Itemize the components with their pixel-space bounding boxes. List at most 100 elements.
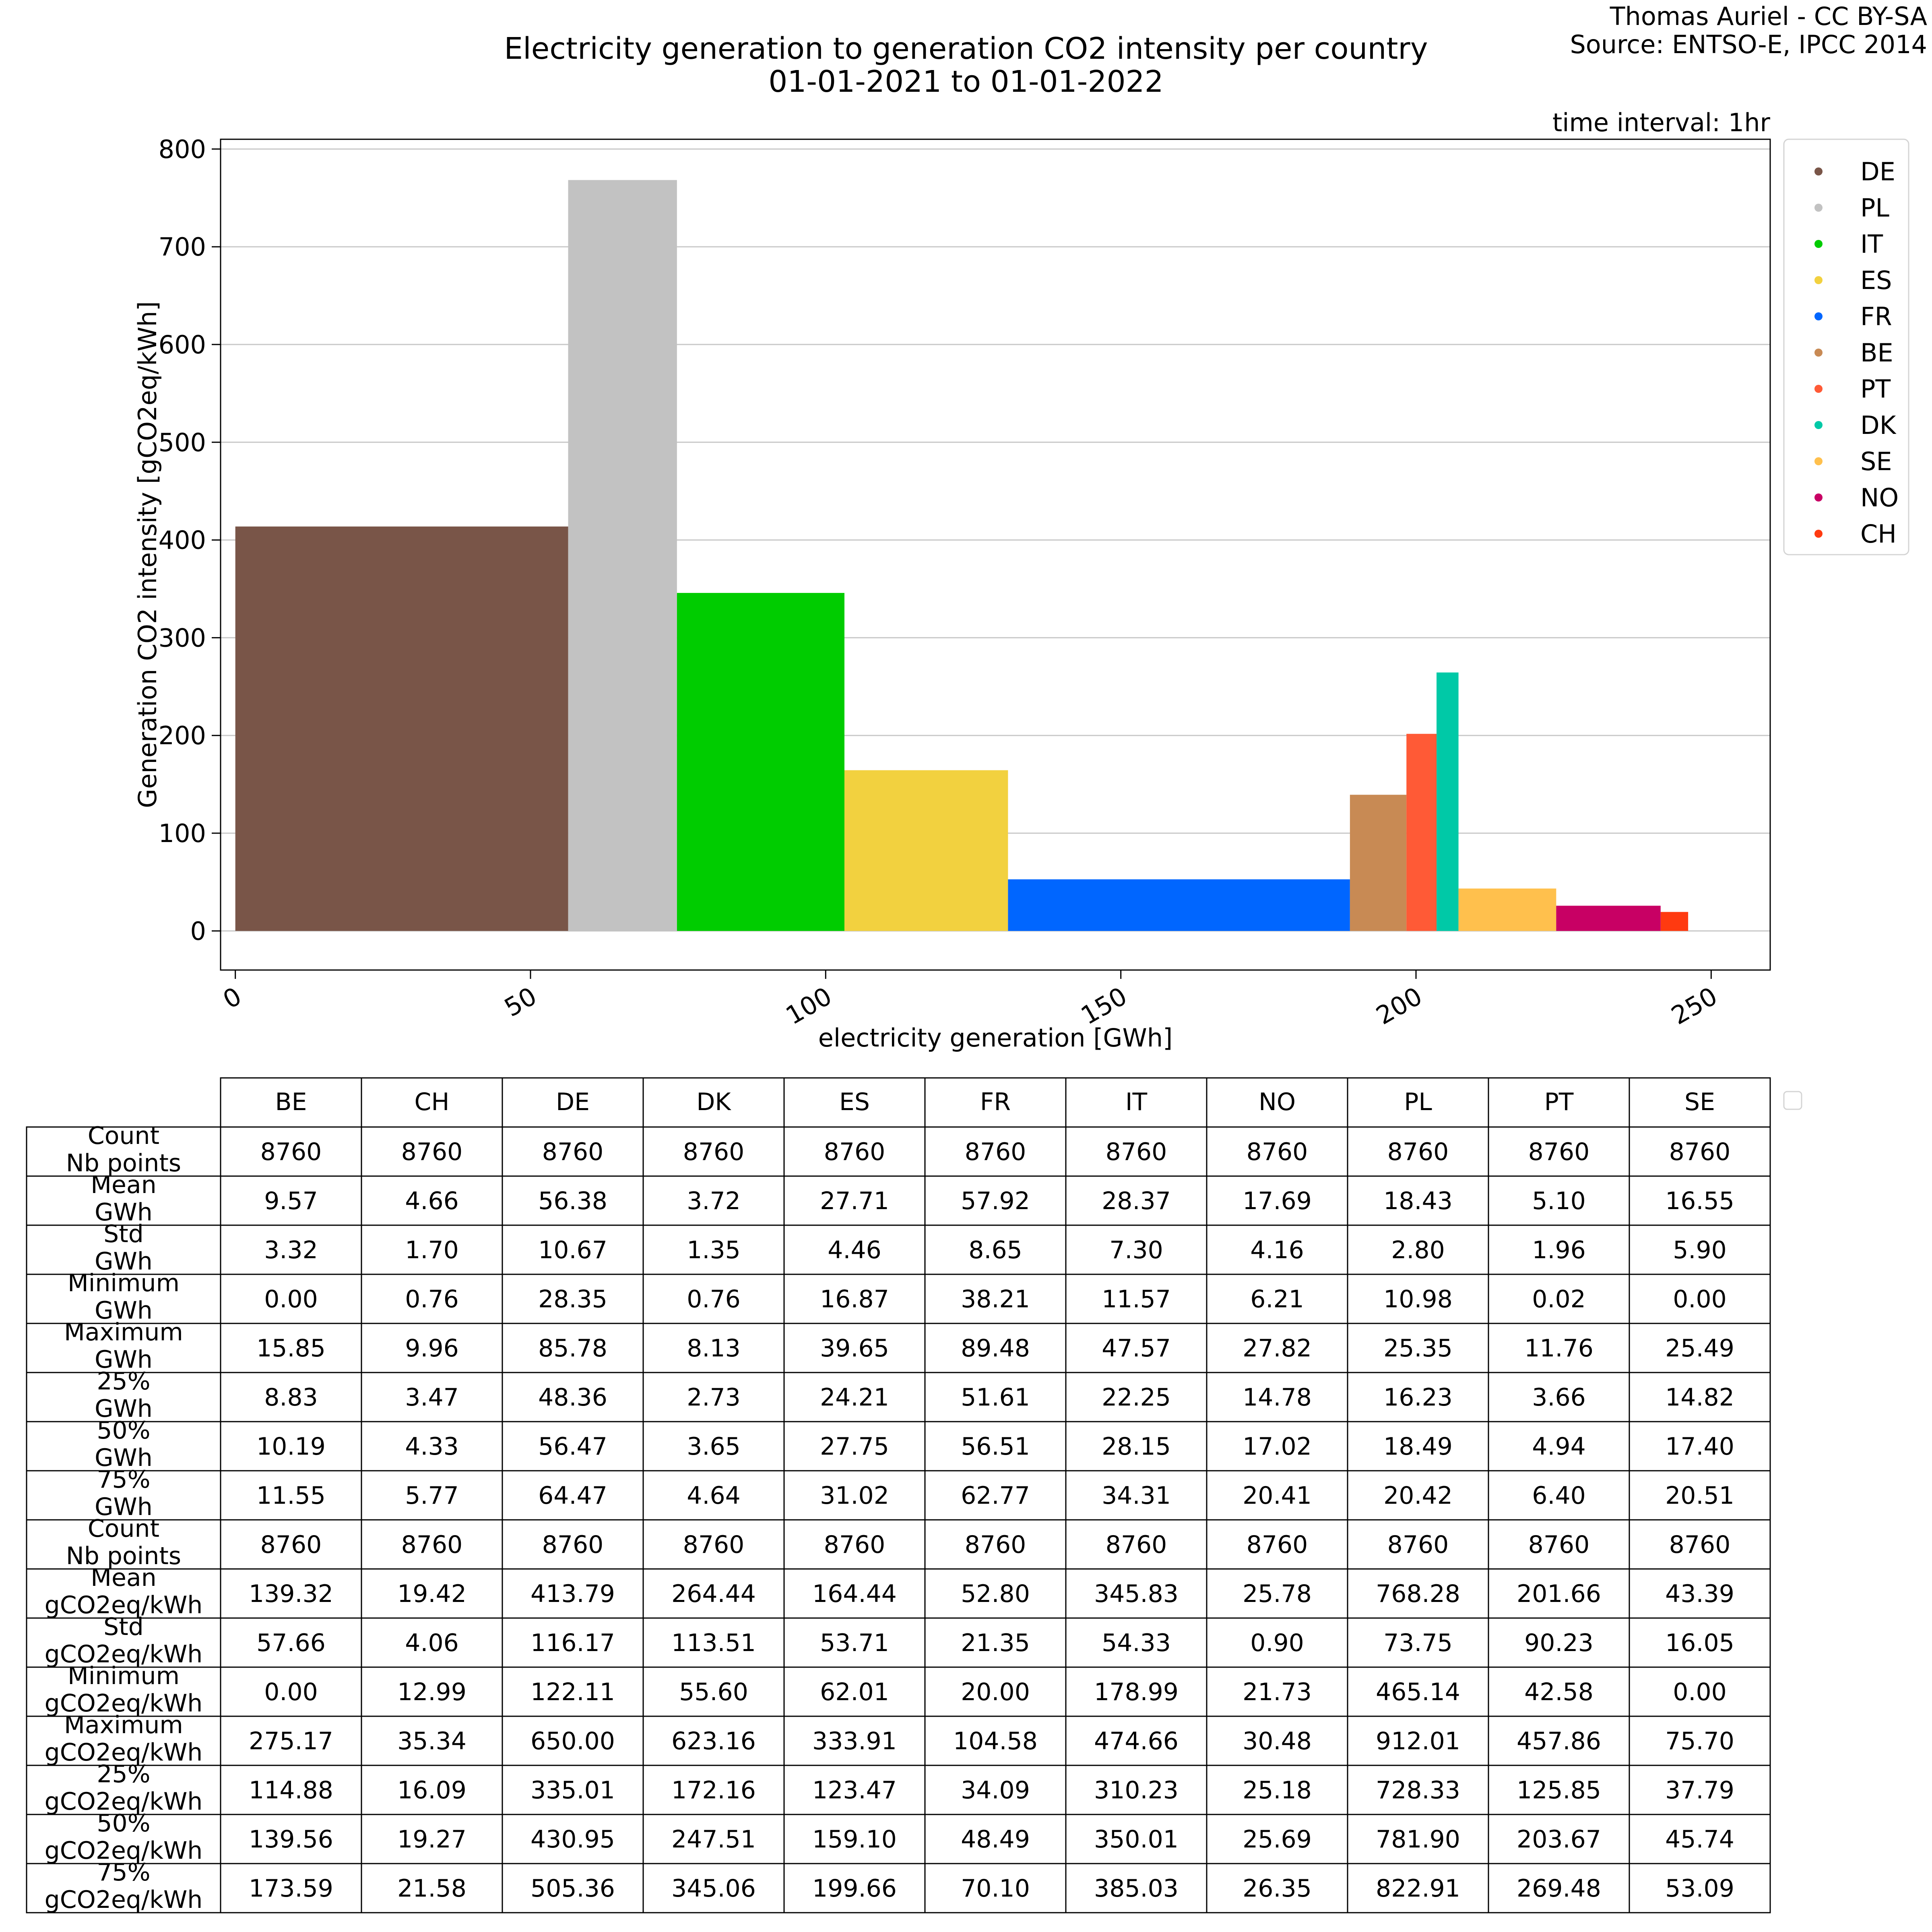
table-cell-value: 203.67: [1517, 1825, 1601, 1854]
table-row-unit: GWh: [95, 1247, 153, 1276]
table-cell-value: 4.16: [1250, 1236, 1304, 1264]
table-cell-value: 12.99: [397, 1678, 466, 1706]
bar-es: [844, 770, 1008, 931]
table-cell-value: 8760: [1247, 1531, 1308, 1559]
table-row-unit: Nb points: [66, 1542, 181, 1570]
table-cell: [1206, 1568, 1348, 1619]
y-axis-label: Generation CO2 intensity [gCO2eq/kWh]: [133, 301, 162, 808]
table-cell-value: 3.72: [687, 1187, 741, 1215]
table-cell-value: 16.87: [820, 1285, 889, 1313]
table-cell-value: 125.85: [1517, 1776, 1601, 1804]
bar-it: [677, 593, 844, 931]
table-column-header: NO: [1259, 1088, 1296, 1116]
table-cell: [1629, 1568, 1771, 1619]
table-cell: [502, 1765, 644, 1815]
table-cell-value: 333.91: [812, 1727, 897, 1755]
table-cell-value: 28.15: [1102, 1432, 1171, 1461]
credit-line1: Thomas Auriel - CC BY-SA: [1610, 2, 1927, 31]
table-cell: [924, 1323, 1067, 1373]
table-cell-value: 8760: [401, 1138, 463, 1166]
table-cell: [642, 1863, 785, 1913]
table-cell: [1629, 1715, 1771, 1766]
legend-marker-dk: [1814, 421, 1823, 429]
table-cell-value: 8760: [824, 1531, 886, 1559]
table-cell: [220, 1323, 362, 1373]
table-cell-value: 505.36: [530, 1874, 615, 1903]
table-cell-value: 10.67: [538, 1236, 607, 1264]
table-cell-value: 64.47: [538, 1482, 607, 1510]
table-cell: [1065, 1421, 1208, 1472]
table-cell: [1206, 1863, 1348, 1913]
table-cell: [361, 1372, 503, 1422]
x-tick-label: 200: [1371, 981, 1427, 1030]
legend-label: FR: [1860, 302, 1892, 331]
table-cell-value: 62.01: [820, 1678, 889, 1706]
table-cell: [361, 1519, 503, 1570]
table-cell: [361, 1274, 503, 1324]
table-cell-value: 8760: [1669, 1138, 1731, 1166]
table-cell-value: 123.47: [812, 1776, 897, 1804]
table-cell-value: 10.98: [1383, 1285, 1453, 1313]
table-cell-value: 5.10: [1532, 1187, 1586, 1215]
table-cell-value: 0.76: [687, 1285, 741, 1313]
table-cell-value: 8760: [1669, 1531, 1731, 1559]
table-cell: [642, 1323, 785, 1373]
table-cell-value: 56.38: [538, 1187, 607, 1215]
table-cell-value: 0.00: [1673, 1678, 1727, 1706]
table-cell: [361, 1175, 503, 1226]
x-axis-label: electricity generation [GWh]: [818, 1023, 1173, 1053]
table-cell-value: 4.06: [405, 1629, 459, 1657]
table-row-label-cell: [26, 1715, 221, 1766]
table-row-label-cell: [26, 1863, 221, 1913]
table-cell-value: 16.09: [397, 1776, 466, 1804]
table-cell: [502, 1715, 644, 1766]
table-cell: [502, 1617, 644, 1668]
legend-label: DE: [1860, 157, 1895, 186]
table-cell: [783, 1323, 926, 1373]
table-cell-value: 159.10: [812, 1825, 897, 1854]
table-cell-value: 14.78: [1243, 1383, 1312, 1412]
table-cell-value: 25.49: [1665, 1334, 1734, 1362]
table-cell-value: 27.75: [820, 1432, 889, 1461]
table-cell: [1206, 1519, 1348, 1570]
table-cell: [1065, 1274, 1208, 1324]
table-cell-value: 1.70: [405, 1236, 459, 1264]
table-row-label: Mean: [91, 1171, 156, 1199]
table-cell: [1347, 1323, 1489, 1373]
table-cell-value: 335.01: [530, 1776, 615, 1804]
table-row-label: Minimum: [68, 1269, 180, 1297]
table-column-header: ES: [839, 1088, 870, 1116]
legend-marker-no: [1814, 493, 1823, 502]
table-cell: [783, 1715, 926, 1766]
table-header-cell: [783, 1077, 926, 1128]
table-row-label: Count: [88, 1515, 159, 1543]
table-cell: [502, 1224, 644, 1275]
table-column-header: SE: [1684, 1088, 1715, 1116]
table-cell-value: 30.48: [1243, 1727, 1312, 1755]
table-cell-value: 8760: [401, 1531, 463, 1559]
table-cell-value: 385.03: [1094, 1874, 1179, 1903]
table-cell: [1347, 1666, 1489, 1717]
table-cell: [502, 1470, 644, 1521]
table-cell-value: 14.82: [1665, 1383, 1734, 1412]
table-cell: [924, 1421, 1067, 1472]
table-cell-value: 51.61: [961, 1383, 1030, 1412]
table-cell-value: 43.39: [1665, 1580, 1734, 1608]
table-cell-value: 269.48: [1517, 1874, 1601, 1903]
table-row-unit: GWh: [95, 1198, 153, 1226]
y-tick-label: 300: [159, 623, 206, 652]
table-cell: [1629, 1519, 1771, 1570]
table-cell: [783, 1765, 926, 1815]
table-cell: [1347, 1372, 1489, 1422]
table-cell-value: 3.65: [687, 1432, 741, 1461]
table-row-label-cell: [26, 1421, 221, 1472]
table-cell: [1206, 1666, 1348, 1717]
plot-frame: [220, 138, 1771, 971]
table-row-unit: gCO2eq/kWh: [45, 1837, 203, 1865]
table-cell-value: 21.58: [397, 1874, 466, 1903]
table-cell-value: 345.83: [1094, 1580, 1179, 1608]
table-cell-value: 822.91: [1376, 1874, 1460, 1903]
table-cell: [361, 1814, 503, 1864]
